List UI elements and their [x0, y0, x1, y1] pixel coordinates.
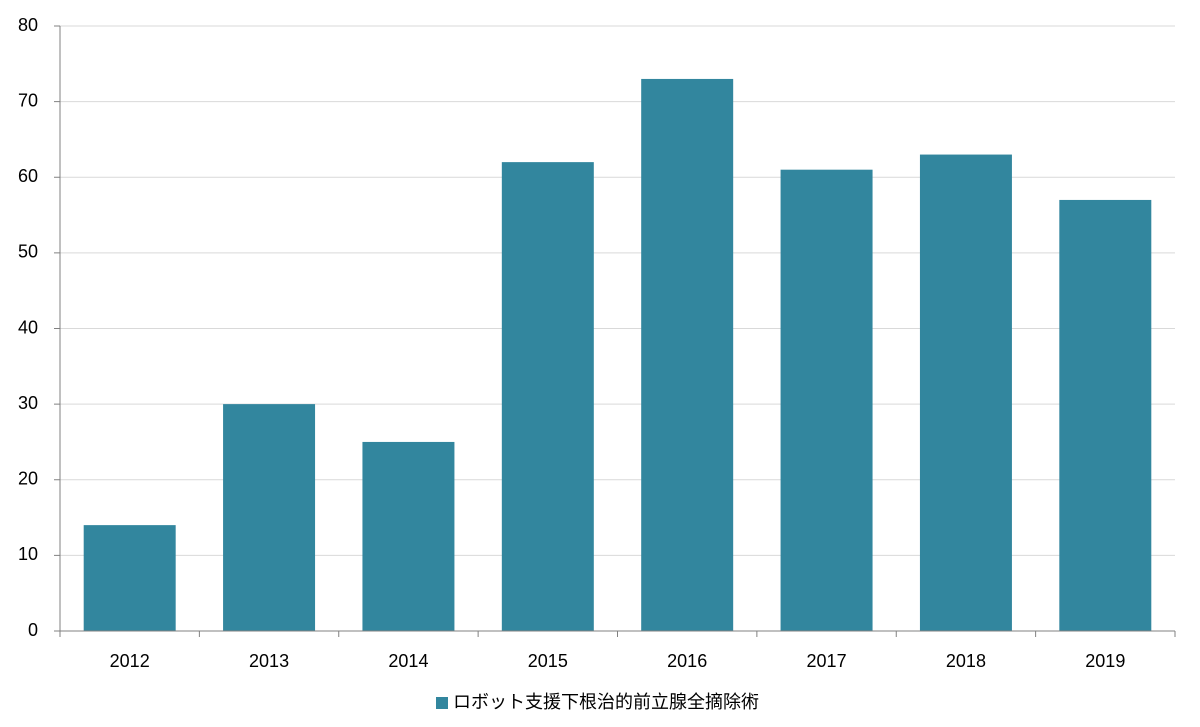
y-tick-label: 60: [18, 166, 38, 186]
y-tick-label: 30: [18, 393, 38, 413]
bar: [83, 525, 176, 631]
bar: [501, 162, 594, 631]
x-tick-label: 2018: [946, 651, 986, 671]
y-tick-label: 40: [18, 317, 38, 337]
y-tick-label: 0: [28, 620, 38, 640]
x-tick-label: 2012: [110, 651, 150, 671]
y-tick-label: 10: [18, 544, 38, 564]
x-tick-label: 2016: [667, 651, 707, 671]
x-tick-label: 2013: [249, 651, 289, 671]
legend-label: ロボット支援下根治的前立腺全摘除術: [453, 692, 759, 712]
x-tick-label: 2014: [388, 651, 428, 671]
x-tick-label: 2019: [1085, 651, 1125, 671]
bar: [362, 441, 455, 631]
y-tick-label: 20: [18, 469, 38, 489]
bar: [223, 404, 316, 631]
bar: [641, 78, 734, 631]
x-tick-label: 2015: [528, 651, 568, 671]
bar: [919, 154, 1012, 631]
x-tick-label: 2017: [807, 651, 847, 671]
legend-swatch: [436, 697, 448, 709]
bar: [780, 169, 873, 631]
y-tick-label: 80: [18, 15, 38, 35]
y-tick-label: 70: [18, 90, 38, 110]
y-tick-label: 50: [18, 242, 38, 262]
bar: [1059, 199, 1152, 631]
